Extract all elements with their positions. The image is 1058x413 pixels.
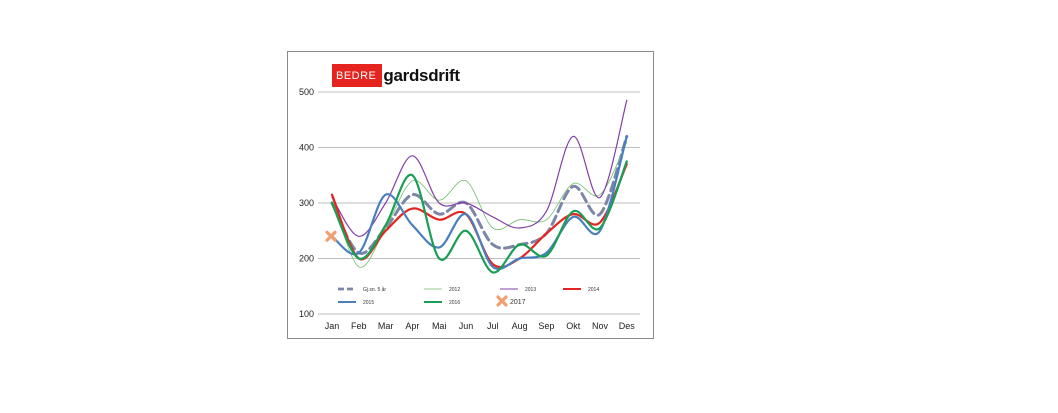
x-tick-label: Apr bbox=[405, 321, 419, 331]
y-tick-label: 100 bbox=[299, 309, 314, 319]
series-2012-line bbox=[331, 141, 628, 268]
x-tick-label: Aug bbox=[512, 321, 528, 331]
x-tick-label: Jan bbox=[325, 321, 340, 331]
x-tick-label: Sep bbox=[538, 321, 554, 331]
legend-label: 2012 bbox=[449, 287, 460, 293]
series-2016-line bbox=[330, 160, 628, 274]
logo-bedre: BEDRE bbox=[332, 64, 383, 87]
x-tick-label: Mar bbox=[378, 321, 394, 331]
y-tick-label: 300 bbox=[299, 198, 314, 208]
x-tick-label: Feb bbox=[351, 321, 367, 331]
x-tick-label: Nov bbox=[592, 321, 609, 331]
legend-label: Gj.sn. 5 år bbox=[363, 286, 386, 293]
line-chart: 100 200 300 400 500 Jan Feb Mar Apr Mai Jun Jul Aug S… bbox=[299, 87, 640, 331]
x-tick-label: Okt bbox=[566, 321, 581, 331]
series-2013-line bbox=[331, 99, 628, 237]
logo-gardsdrift: gardsdrift bbox=[383, 66, 460, 85]
x-tick-label: Mai bbox=[432, 321, 447, 331]
brand-logo: BEDRE gardsdrift bbox=[332, 64, 460, 87]
y-tick-label: 500 bbox=[299, 87, 314, 97]
series-2015-line bbox=[330, 135, 628, 271]
x-tick-label: Des bbox=[619, 321, 636, 331]
legend-label: 2013 bbox=[525, 287, 536, 293]
legend-label: 2016 bbox=[449, 300, 460, 306]
x-tick-label: Jun bbox=[459, 321, 474, 331]
marker-stroke bbox=[325, 230, 337, 242]
legend-label: 2015 bbox=[363, 300, 374, 306]
series-2017-point bbox=[325, 230, 337, 242]
legend-swatch bbox=[496, 295, 508, 307]
chart-frame: BEDRE gardsdrift 100 200 300 400 500 Jan Feb Ma… bbox=[287, 51, 654, 339]
y-tick-label: 400 bbox=[299, 143, 314, 153]
marker-stroke bbox=[496, 295, 508, 307]
x-tick-label: Jul bbox=[487, 321, 499, 331]
legend-label: 2017 bbox=[510, 299, 526, 306]
legend-label: 2014 bbox=[588, 287, 599, 293]
y-tick-label: 200 bbox=[299, 254, 314, 264]
